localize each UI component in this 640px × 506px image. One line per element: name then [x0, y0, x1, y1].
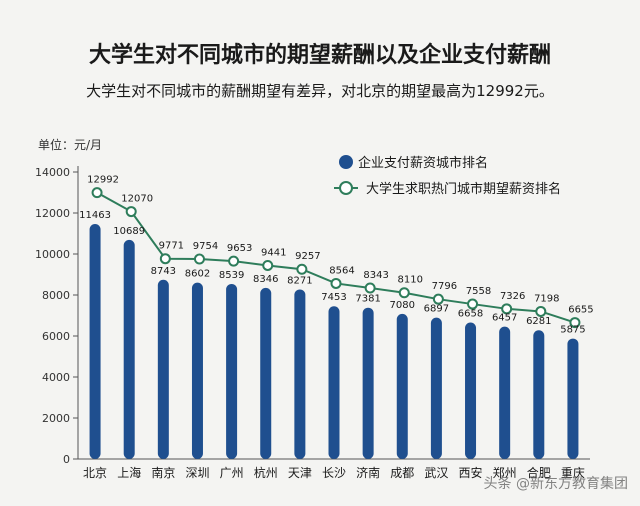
bar-value-label: 10689: [113, 226, 145, 237]
bar-value-label: 7453: [321, 292, 346, 303]
bar: [499, 326, 511, 459]
legend-bar-marker: [339, 155, 353, 169]
bar-value-label: 7080: [390, 300, 415, 311]
x-tick-label: 重庆: [561, 466, 585, 480]
bar-value-label: 6281: [526, 316, 551, 327]
line-point: [193, 253, 205, 265]
bar-value-label: 6658: [458, 309, 483, 320]
x-tick-label: 合肥: [527, 465, 551, 480]
x-tick-label: 杭州: [254, 465, 278, 480]
y-tick-label: 14000: [35, 166, 70, 179]
bar: [226, 283, 238, 459]
y-tick-label: 10000: [35, 248, 70, 261]
y-axis-label: 单位：元/月: [38, 137, 102, 152]
bar-series: [89, 224, 579, 459]
bar-value-label: 6457: [492, 313, 517, 324]
bar: [465, 322, 477, 459]
line-point: [364, 282, 376, 294]
y-tick-label: 8000: [42, 289, 70, 302]
x-tick-label: 广州: [220, 466, 244, 480]
bar-value-label: 8743: [151, 266, 176, 277]
bar-value-label: 6897: [424, 304, 449, 315]
line-point: [569, 317, 581, 329]
y-tick-label: 6000: [42, 330, 70, 343]
bar: [191, 282, 203, 459]
line-point: [501, 303, 513, 315]
bar-value-label: 8346: [253, 274, 278, 285]
x-tick-label: 天津: [288, 466, 312, 480]
line-point: [159, 253, 171, 265]
bar: [533, 330, 545, 459]
legend-line-label: 大学生求职热门城市期望薪资排名: [366, 181, 561, 197]
y-tick-label: 4000: [42, 371, 70, 384]
x-tick-label: 长沙: [322, 466, 346, 480]
x-tick-label: 南京: [151, 465, 175, 480]
bar: [430, 317, 442, 459]
bar-value-label: 11463: [79, 210, 111, 221]
bar-value-label: 8271: [287, 275, 312, 286]
line-value-label: 9257: [295, 251, 320, 262]
line-point: [467, 298, 479, 310]
chart-title: 大学生对不同城市的期望薪酬以及企业支付薪酬: [89, 42, 551, 68]
x-tick-label: 深圳: [185, 466, 209, 480]
line-value-label: 8110: [398, 275, 423, 286]
x-tick-label: 西安: [459, 465, 483, 480]
x-tick-label: 成都: [390, 466, 414, 480]
line-point: [228, 255, 240, 267]
line-value-label: 12070: [121, 194, 153, 205]
line-point: [262, 259, 274, 271]
chart-subtitle: 大学生对不同城市的薪酬期望有差异，对北京的期望最高为12992元。: [86, 82, 554, 100]
line-point: [91, 187, 103, 199]
legend: 企业支付薪资城市排名 大学生求职热门城市期望薪资排名: [334, 155, 561, 197]
line-point: [296, 263, 308, 275]
legend-line-marker: [339, 181, 353, 195]
bar-value-label: 7381: [355, 294, 380, 305]
line-value-label: 7326: [500, 291, 525, 302]
bar: [396, 313, 408, 459]
bar-value-label: 8602: [185, 269, 210, 280]
y-tick-label: 12000: [35, 207, 70, 220]
line-value-label: 7558: [466, 286, 491, 297]
bar: [328, 306, 340, 459]
line-point: [125, 206, 137, 218]
bar: [362, 307, 374, 459]
line-point: [535, 305, 547, 317]
bar-value-label: 5875: [560, 325, 585, 336]
axes: 0 2000 4000 6000 8000 10000 12000 14000 北京 上海 南京 深圳…: [35, 166, 590, 480]
bar: [89, 224, 101, 459]
watermark: 头条 @新东方教育集团: [484, 475, 628, 492]
line-point: [398, 287, 410, 299]
line-point: [330, 277, 342, 289]
y-tick-label: 2000: [42, 412, 70, 425]
line-value-label: 12992: [87, 175, 119, 186]
bar: [123, 239, 135, 459]
x-tick-label: 武汉: [424, 466, 448, 480]
bar: [567, 338, 579, 459]
line-value-label: 9441: [261, 247, 286, 258]
line-point: [432, 293, 444, 305]
x-tick-label: 北京: [83, 466, 107, 480]
line-value-label: 8343: [363, 270, 388, 281]
line-value-label: 9771: [159, 241, 184, 252]
y-tick-label: 0: [63, 453, 70, 466]
line-value-label: 9653: [227, 243, 252, 254]
bar-value-label: 8539: [219, 270, 244, 281]
x-tick-label: 济南: [356, 465, 380, 480]
legend-bar-label: 企业支付薪资城市排名: [358, 155, 488, 171]
bar: [260, 287, 272, 459]
x-tick-label: 郑州: [493, 465, 517, 480]
bar: [294, 289, 306, 459]
line-series: [91, 187, 581, 329]
x-tick-label: 上海: [117, 465, 141, 480]
line-value-label: 7796: [432, 281, 457, 292]
bar: [157, 279, 169, 459]
line-value-label: 8564: [329, 265, 354, 276]
line-value-label: 6655: [568, 305, 593, 316]
line-value-label: 7198: [534, 293, 559, 304]
line-value-label: 9754: [193, 241, 218, 252]
